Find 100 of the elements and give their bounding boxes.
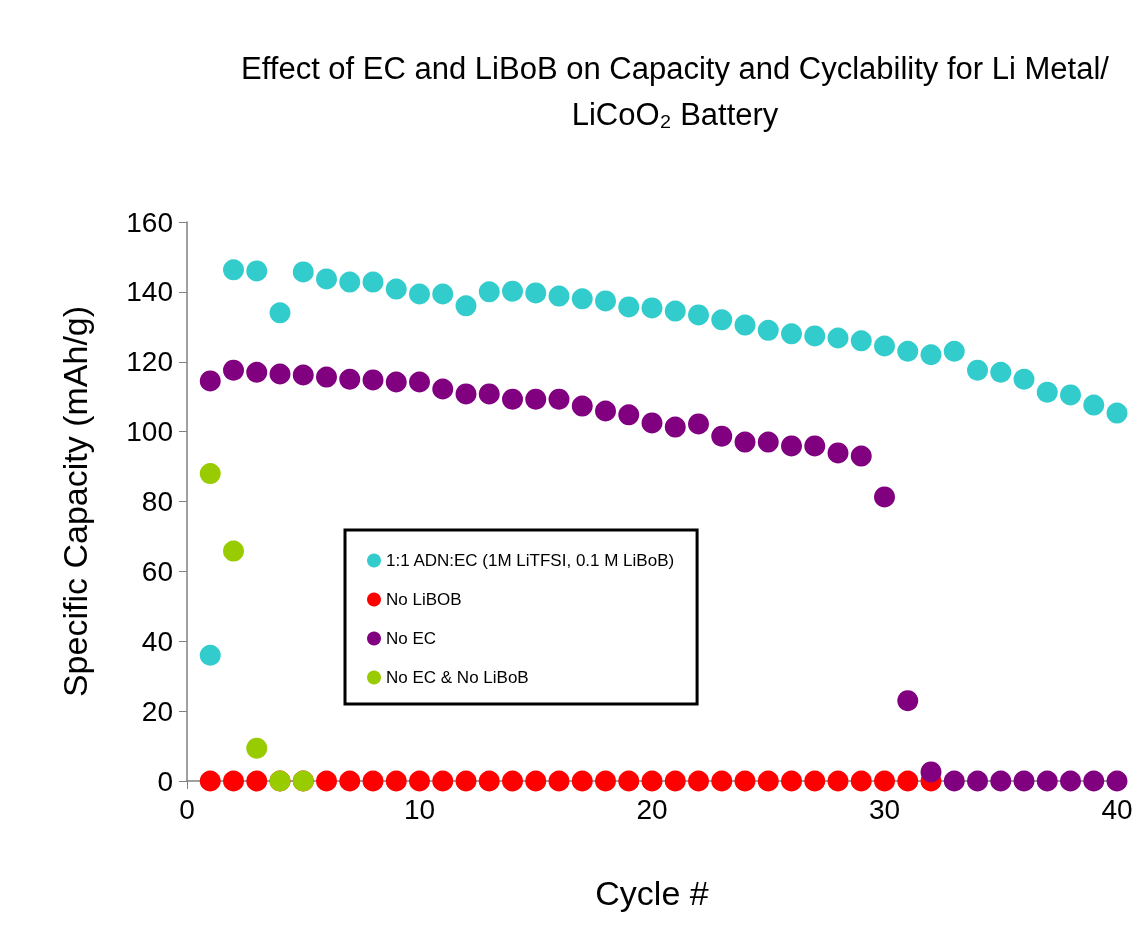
point	[641, 412, 663, 434]
point	[223, 540, 244, 562]
point	[664, 300, 686, 322]
y-tick-label: 80	[141, 486, 173, 517]
point	[316, 268, 337, 290]
point	[362, 271, 384, 293]
point	[641, 770, 663, 792]
point	[478, 383, 500, 405]
point	[269, 302, 291, 324]
point	[641, 297, 663, 319]
point	[897, 340, 919, 362]
point	[223, 259, 244, 281]
point	[1013, 770, 1035, 792]
point	[897, 690, 919, 712]
point	[618, 770, 640, 792]
point	[920, 761, 942, 783]
point	[990, 770, 1012, 792]
x-tick-label: 40	[1101, 793, 1133, 825]
point	[525, 282, 547, 304]
point	[246, 361, 268, 383]
point	[199, 770, 221, 792]
point	[827, 327, 849, 349]
point	[920, 344, 942, 366]
point	[850, 330, 872, 352]
point	[409, 283, 430, 305]
point	[757, 770, 779, 792]
point	[1060, 770, 1081, 792]
point	[548, 770, 570, 792]
point	[548, 285, 570, 307]
point	[618, 296, 640, 318]
point	[1013, 368, 1035, 390]
point	[339, 770, 361, 792]
point	[223, 359, 244, 381]
point	[502, 388, 523, 410]
point	[525, 770, 547, 792]
point	[827, 442, 849, 464]
point	[664, 770, 686, 792]
point	[874, 770, 895, 792]
point	[1083, 394, 1105, 416]
point	[711, 425, 733, 447]
point	[990, 361, 1012, 383]
point	[385, 278, 407, 300]
point	[967, 770, 988, 792]
point	[1106, 770, 1128, 792]
point	[478, 770, 500, 792]
point	[595, 290, 616, 312]
point	[595, 400, 616, 422]
y-tick-label: 20	[141, 695, 173, 727]
point	[339, 271, 361, 293]
point	[688, 304, 709, 326]
point	[246, 260, 268, 282]
point	[804, 325, 826, 347]
y-tick-label: 120	[126, 346, 173, 378]
point	[385, 371, 407, 393]
point	[943, 770, 965, 792]
point	[339, 368, 361, 390]
legend-label: No LiBOB	[386, 590, 462, 609]
legend-label: 1:1 ADN:EC (1M LiTFSI, 0.1 M LiBoB)	[386, 551, 675, 570]
point	[757, 319, 779, 341]
point	[362, 770, 384, 792]
point	[292, 261, 314, 283]
point	[711, 770, 733, 792]
y-tick-label: 160	[126, 206, 173, 238]
legend-label: No EC & No LiBoB	[386, 668, 529, 687]
legend-label: No EC	[386, 629, 437, 648]
point	[246, 770, 268, 792]
x-tick-label: 10	[403, 793, 436, 825]
point	[269, 363, 291, 385]
y-tick-label: 40	[141, 625, 173, 657]
point	[432, 283, 454, 305]
point	[316, 770, 337, 792]
point	[688, 413, 709, 435]
point	[874, 486, 895, 508]
point	[618, 404, 640, 426]
x-tick-label: 30	[868, 793, 901, 825]
point	[455, 295, 477, 317]
point	[292, 364, 314, 386]
point	[734, 314, 756, 336]
point	[455, 383, 477, 405]
x-tick-label: 20	[636, 793, 668, 825]
y-tick-label: 60	[141, 555, 173, 587]
point	[688, 770, 709, 792]
point	[664, 416, 686, 438]
point	[804, 770, 826, 792]
point	[199, 644, 221, 666]
point	[409, 371, 430, 393]
point	[316, 366, 337, 388]
point	[1106, 402, 1128, 424]
point	[781, 323, 802, 345]
point	[502, 770, 523, 792]
point	[199, 463, 221, 485]
y-tick-label: 100	[126, 416, 173, 448]
point	[385, 770, 407, 792]
point	[571, 770, 593, 792]
point	[1036, 381, 1058, 403]
point	[548, 388, 570, 410]
point	[571, 288, 593, 310]
point	[595, 770, 616, 792]
point	[711, 309, 733, 331]
point	[757, 431, 779, 453]
